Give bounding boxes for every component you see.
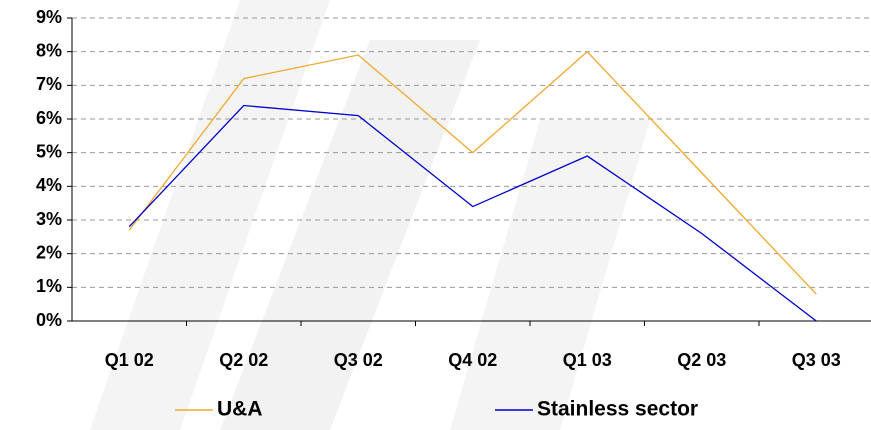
x-tick-label: Q4 02 — [448, 350, 497, 370]
x-tick-label: Q1 02 — [105, 350, 154, 370]
x-tick-label: Q3 02 — [334, 350, 383, 370]
x-tick-label: Q2 03 — [677, 350, 726, 370]
y-tick-label: 6% — [36, 108, 62, 128]
series-line — [128, 50, 817, 295]
series-line — [128, 104, 817, 322]
y-tick-label: 4% — [36, 175, 62, 195]
x-tick-label: Q2 02 — [219, 350, 268, 370]
legend-label: Stainless sector — [537, 398, 698, 421]
legend-label: U&A — [217, 398, 263, 421]
y-tick-label: 3% — [36, 209, 62, 229]
x-tick-label: Q3 03 — [792, 350, 841, 370]
y-tick-label: 8% — [36, 40, 62, 60]
background-shape — [220, 40, 480, 430]
y-tick-label: 1% — [36, 276, 62, 296]
x-tick-label: Q1 03 — [563, 350, 612, 370]
y-tick-label: 9% — [36, 7, 62, 27]
background-shape — [450, 120, 650, 430]
y-tick-label: 5% — [36, 141, 62, 161]
y-tick-label: 0% — [36, 310, 62, 330]
y-tick-label: 2% — [36, 242, 62, 262]
y-tick-label: 7% — [36, 74, 62, 94]
